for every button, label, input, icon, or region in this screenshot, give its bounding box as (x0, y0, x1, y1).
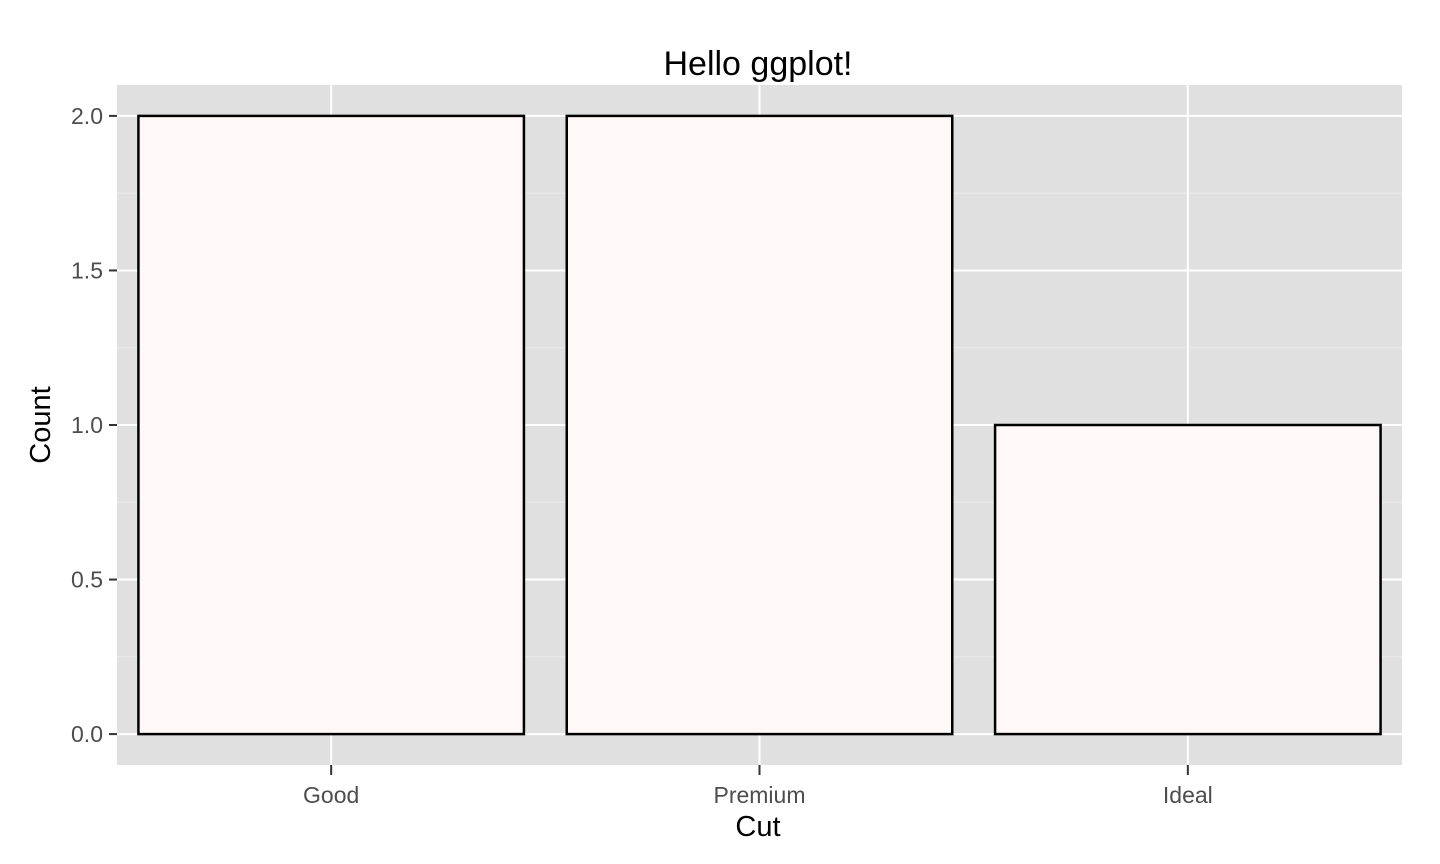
bar-ideal (993, 423, 1382, 736)
chart-title: Hello ggplot! (663, 45, 852, 83)
y-axis-title: Count (25, 386, 57, 463)
x-axis-title: Cut (735, 811, 780, 843)
y-tick-label: 2.0 (71, 103, 103, 129)
y-tick-label: 1.5 (71, 257, 103, 283)
y-tick-label: 0.0 (71, 721, 103, 747)
bars (137, 114, 1382, 736)
bar-good (137, 114, 526, 736)
y-tick-label: 1.0 (71, 412, 103, 438)
y-axis-ticks: 0.0 0.5 1.0 1.5 2.0 (71, 103, 117, 747)
y-tick-label: 0.5 (71, 567, 103, 593)
x-tick-label: Ideal (1163, 782, 1213, 808)
x-tick-label: Premium (713, 782, 805, 808)
x-tick-label: Good (303, 782, 359, 808)
bar-premium (565, 114, 954, 736)
x-axis-ticks: Good Premium Ideal (303, 765, 1213, 808)
